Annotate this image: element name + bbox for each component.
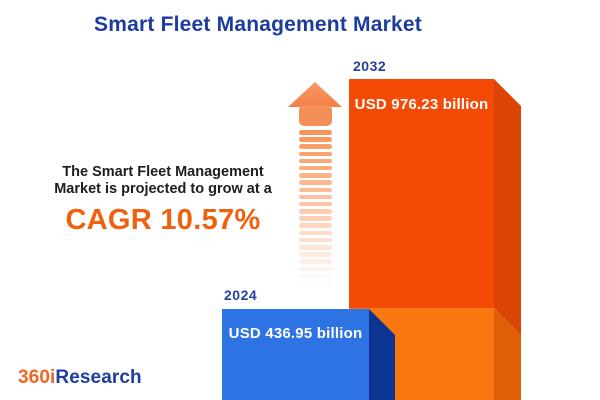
- arrow-stripe: [299, 280, 332, 286]
- arrow-stripe: [299, 130, 332, 135]
- arrow-stripe: [299, 144, 332, 149]
- arrow-stripe: [299, 273, 332, 279]
- arrow-stripe: [299, 252, 332, 257]
- arrow-stripe: [299, 173, 332, 178]
- arrow-stripe: [299, 245, 332, 250]
- bar-2032: USD 976.23 billion: [349, 79, 494, 308]
- arrow-stripe: [299, 137, 332, 142]
- arrow-head-icon: [288, 82, 342, 107]
- arrow-stripe: [299, 158, 332, 164]
- arrow-stripe: [299, 259, 332, 264]
- arrow-stripes: [299, 130, 332, 288]
- bar-2024: USD 436.95 billion: [222, 309, 369, 400]
- arrow-stripe: [299, 187, 332, 192]
- arrow-stripe: [299, 151, 332, 157]
- arrow-stripe: [299, 216, 332, 221]
- bar-2032-value-label: USD 976.23 billion: [354, 96, 489, 113]
- growth-annotation: The Smart Fleet Management Market is pro…: [42, 164, 284, 237]
- arrow-stripe: [299, 201, 332, 207]
- arrow-stripe: [299, 209, 332, 214]
- bar-2032-side-face: [494, 79, 521, 335]
- logo-research: Research: [55, 367, 142, 388]
- bar-2024-year-label: 2024: [224, 287, 258, 303]
- cagr-value: CAGR 10.57%: [65, 204, 261, 236]
- arrow-neck: [299, 105, 332, 126]
- bar-2024-value-label: USD 436.95 billion: [228, 325, 363, 342]
- arrow-stripe: [299, 165, 332, 171]
- annotation-line-2: Market is projected to grow at a: [54, 181, 272, 197]
- brand-logo: 360iResearch: [18, 367, 142, 389]
- arrow-stripe: [299, 180, 332, 185]
- arrow-stripe: [299, 194, 332, 200]
- logo-360i: 360i: [18, 367, 56, 388]
- bar-2032-year-label: 2032: [353, 58, 387, 74]
- arrow-stripe: [299, 237, 332, 243]
- chart-title: Smart Fleet Management Market: [94, 13, 422, 36]
- arrow-stripe: [299, 266, 332, 272]
- arrow-stripe: [299, 223, 332, 228]
- annotation-line-1: The Smart Fleet Management: [62, 164, 264, 180]
- arrow-stripe: [299, 230, 332, 236]
